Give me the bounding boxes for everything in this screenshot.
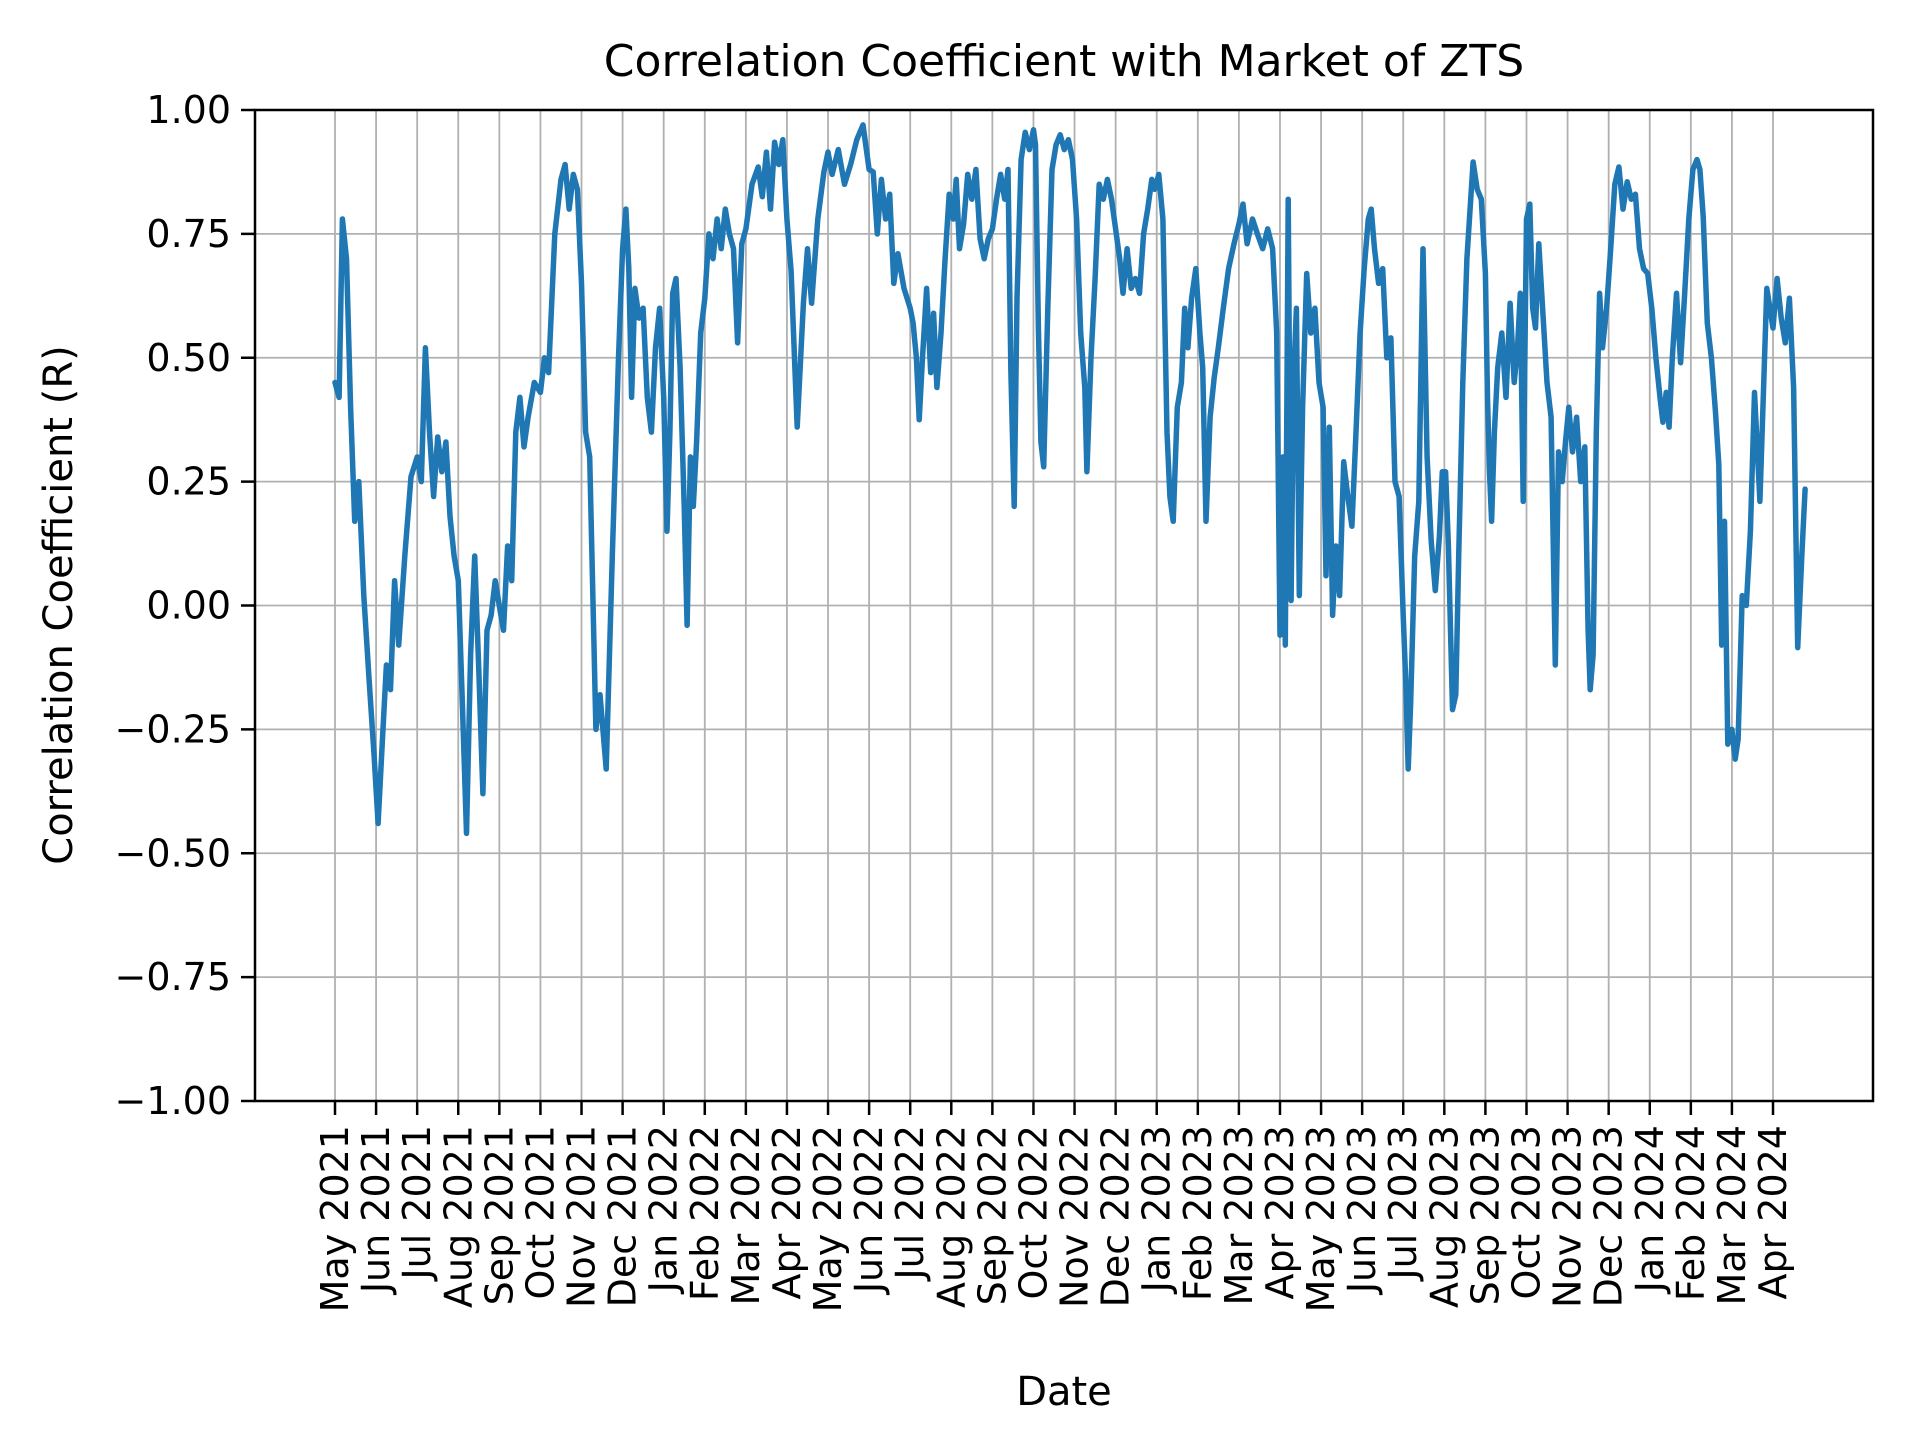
y-tick-label: 0.50: [146, 336, 231, 380]
x-tick-label: Jan 2024: [1628, 1125, 1672, 1294]
correlation-line: [332, 122, 1808, 837]
x-tick-label: May 2023: [1299, 1125, 1343, 1312]
x-tick-label: Nov 2022: [1053, 1125, 1097, 1308]
x-tick-label: Dec 2022: [1094, 1125, 1138, 1307]
x-tick-label: Nov 2023: [1546, 1125, 1590, 1308]
x-tick-label: Mar 2024: [1710, 1125, 1754, 1305]
x-axis-label: Date: [1016, 1369, 1112, 1415]
chart-title: Correlation Coefficient with Market of Z…: [604, 36, 1524, 87]
y-tick-label: 0.25: [146, 460, 231, 504]
y-tick-label: 1.00: [146, 88, 231, 132]
x-tick-label: May 2021: [313, 1125, 357, 1312]
x-tick-label: Oct 2021: [518, 1125, 562, 1300]
x-tick-label: Jun 2023: [1340, 1125, 1384, 1295]
x-tick-label: Jul 2021: [395, 1125, 439, 1282]
x-tick-label: May 2022: [806, 1125, 850, 1312]
x-tick-label: Mar 2022: [724, 1125, 768, 1305]
x-tick-label: Dec 2023: [1587, 1125, 1631, 1307]
x-tick-label: Dec 2021: [601, 1125, 645, 1307]
x-tick-label: Jul 2022: [888, 1125, 932, 1282]
x-tick-label: Feb 2024: [1669, 1125, 1713, 1301]
y-tick-label: 0.75: [146, 212, 231, 256]
axis-ticks: [241, 108, 1775, 1115]
y-tick-label: −0.25: [115, 707, 231, 751]
x-tick-label: Oct 2023: [1504, 1125, 1548, 1300]
x-tick-label: Oct 2022: [1011, 1125, 1055, 1300]
x-tick-label: Mar 2023: [1217, 1125, 1261, 1305]
y-tick-label: −0.50: [115, 831, 231, 875]
y-tick-label: 0.00: [146, 584, 231, 628]
x-tick-label: Feb 2023: [1176, 1125, 1220, 1301]
x-tick-label: Nov 2021: [560, 1125, 604, 1308]
x-tick-label: Jan 2023: [1135, 1125, 1179, 1294]
x-tick-label: Feb 2022: [683, 1125, 727, 1301]
x-tick-label: Aug 2022: [929, 1125, 973, 1308]
x-tick-label: Sep 2021: [477, 1125, 521, 1305]
series-line-layer: [332, 122, 1808, 837]
y-tick-labels: 1.00 0.75 0.50 0.25 0.00 −0.25 −0.50 −0.75 −1.00: [115, 88, 231, 1123]
y-tick-label: −1.00: [115, 1079, 231, 1123]
x-tick-label: Jan 2022: [642, 1125, 686, 1294]
x-tick-label: Apr 2022: [765, 1125, 809, 1300]
x-tick-label: Jun 2021: [354, 1125, 398, 1295]
x-tick-label: Apr 2023: [1258, 1125, 1302, 1300]
y-tick-label: −0.75: [115, 955, 231, 999]
x-tick-label: Aug 2021: [436, 1125, 480, 1308]
x-tick-label: Jun 2022: [847, 1125, 891, 1295]
x-tick-label: Jul 2023: [1381, 1125, 1425, 1282]
x-tick-label: Apr 2024: [1751, 1125, 1795, 1300]
y-axis-label: Correlation Coefficient (R): [36, 345, 82, 864]
x-tick-label: Sep 2023: [1463, 1125, 1507, 1305]
x-tick-label: Aug 2023: [1422, 1125, 1466, 1308]
x-tick-label: Sep 2022: [970, 1125, 1014, 1305]
